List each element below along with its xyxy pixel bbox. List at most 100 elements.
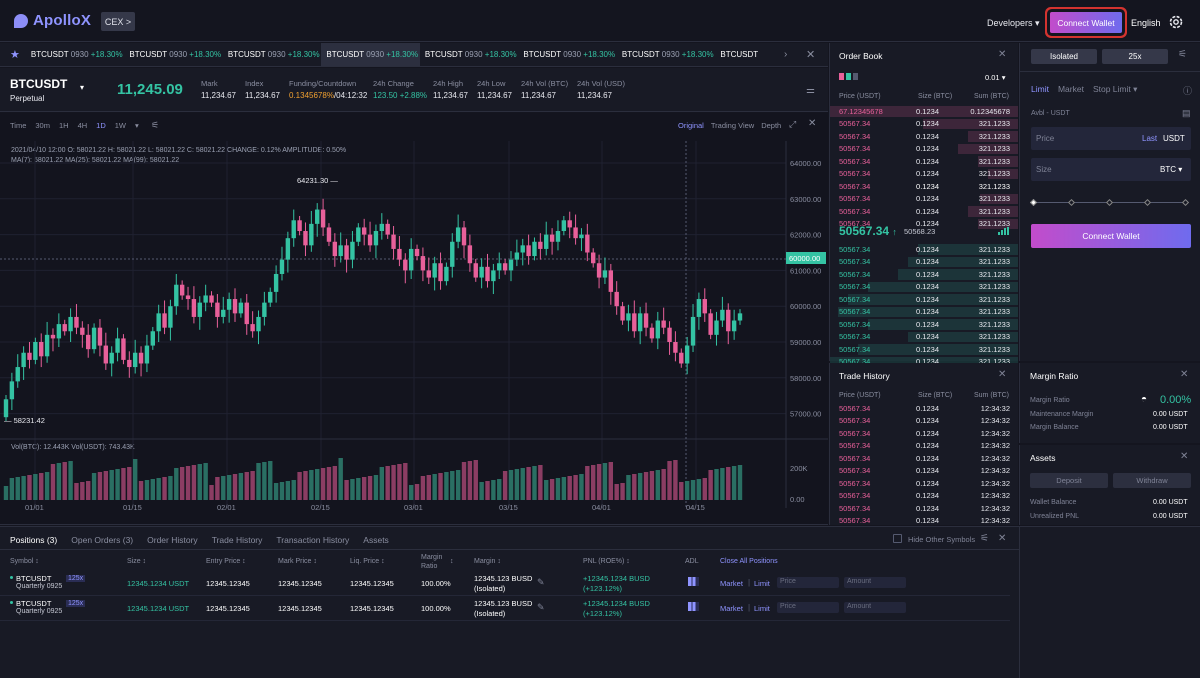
book-view-toggle[interactable] xyxy=(839,73,858,80)
col-mark-price[interactable]: Mark Price ↕ xyxy=(278,558,317,565)
order-book-row[interactable]: 50567.34 0.1234 321.1233 xyxy=(830,180,1018,193)
order-book-row[interactable]: 67.12345678 0.1234 0.12345678 xyxy=(830,105,1018,118)
slider-step[interactable] xyxy=(1067,198,1076,207)
tab-stop-limit[interactable]: Stop Limit ▾ xyxy=(1092,84,1138,94)
order-book-row[interactable]: 50567.34 0.1234 321.1233 xyxy=(830,243,1018,256)
interval-1h[interactable]: 1H xyxy=(58,121,69,130)
close-icon[interactable]: ✕ xyxy=(806,49,816,61)
chevron-right-icon[interactable]: › xyxy=(784,49,788,60)
price-input[interactable]: Price Last USDT xyxy=(1031,127,1191,150)
view-depth[interactable]: Depth xyxy=(761,121,782,130)
slider-step[interactable] xyxy=(1105,198,1114,207)
ticker-item[interactable]: BTCUSDT 0930 +18.30% xyxy=(124,43,223,66)
size-input[interactable]: Size BTC ▾ xyxy=(1031,158,1191,181)
interval-1w[interactable]: 1W xyxy=(114,121,127,130)
close-price-input[interactable]: Price xyxy=(777,577,839,588)
order-book-row[interactable]: 50567.34 0.1234 321.1233 xyxy=(830,218,1018,231)
close-icon[interactable]: ✕ xyxy=(998,533,1007,544)
market-close-button[interactable]: Market xyxy=(720,604,743,613)
close-price-input[interactable]: Price xyxy=(777,602,839,613)
order-book-row[interactable]: 50567.34 0.1234 321.1233 xyxy=(830,281,1018,294)
calculator-settings-icon[interactable]: ⚟ xyxy=(1178,49,1187,60)
positions-tab[interactable]: Assets xyxy=(363,535,389,545)
ticker-item[interactable]: BTCUSDT 0930 +18.30% xyxy=(518,43,617,66)
col-liq-price[interactable]: Liq. Price ↕ xyxy=(350,558,385,565)
limit-close-button[interactable]: Limit xyxy=(754,579,770,588)
positions-tab[interactable]: Trade History xyxy=(211,535,263,545)
interval-4h[interactable]: 4H xyxy=(77,121,88,130)
symbol-title[interactable]: BTCUSDT xyxy=(10,77,68,91)
ticker-item[interactable]: BTCUSDT 0930 +18.30% xyxy=(26,43,125,66)
connect-wallet-primary-button[interactable]: Connect Wallet xyxy=(1031,224,1191,248)
order-book-row[interactable]: 50567.34 0.1234 321.1233 xyxy=(830,256,1018,269)
order-book-row[interactable]: 50567.34 0.1234 321.1233 xyxy=(830,343,1018,356)
logo[interactable]: ApolloX xyxy=(14,12,91,29)
order-book-row[interactable]: 50567.34 0.1234 321.1233 xyxy=(830,143,1018,156)
developers-menu[interactable]: Developers ▾ xyxy=(987,18,1040,29)
filter-icon[interactable]: ⚟ xyxy=(980,533,989,544)
margin-mode-button[interactable]: Isolated xyxy=(1031,49,1097,64)
edit-margin-icon[interactable]: ✎ xyxy=(537,577,545,587)
settings-gear-icon[interactable] xyxy=(1168,14,1184,30)
deposit-button[interactable]: Deposit xyxy=(1030,473,1108,488)
close-amount-input[interactable]: Amount xyxy=(844,602,906,613)
interval-dropdown-icon[interactable]: ▾ xyxy=(135,121,139,130)
interval-1d[interactable]: 1D xyxy=(96,121,106,130)
order-book-row[interactable]: 50567.34 0.1234 321.1233 xyxy=(830,118,1018,131)
fullscreen-icon[interactable]: ⤢ xyxy=(789,119,797,129)
order-book-row[interactable]: 50567.34 0.1234 321.1233 xyxy=(830,155,1018,168)
position-symbol[interactable]: BTCUSDT xyxy=(16,599,52,608)
cex-button[interactable]: CEX > xyxy=(101,12,135,31)
order-book-row[interactable]: 50567.34 0.1234 321.1233 xyxy=(830,130,1018,143)
edit-margin-icon[interactable]: ✎ xyxy=(537,602,545,612)
wallet-icon[interactable]: ▤ xyxy=(1182,108,1191,118)
precision-select[interactable]: 0.01 ▾ xyxy=(985,73,1006,82)
close-amount-input[interactable]: Amount xyxy=(844,577,906,588)
favorite-star-icon[interactable]: ★ xyxy=(10,49,20,61)
close-icon[interactable]: ✕ xyxy=(1180,451,1189,462)
sort-icon[interactable]: ↕ xyxy=(450,558,454,565)
language-selector[interactable]: English xyxy=(1131,18,1161,28)
col-pnl[interactable]: PNL (ROE%) ↕ xyxy=(583,558,630,565)
positions-tab[interactable]: Order History xyxy=(147,535,198,545)
order-book-row[interactable]: 50567.34 0.1234 321.1233 xyxy=(830,268,1018,281)
ticker-item[interactable]: BTCUSDT 0930 +18.30% xyxy=(617,43,716,66)
position-symbol[interactable]: BTCUSDT xyxy=(16,574,52,583)
close-icon[interactable]: ✕ xyxy=(998,369,1007,380)
order-book-row[interactable]: 50567.34 0.1234 321.1233 xyxy=(830,356,1018,369)
leverage-button[interactable]: 25x xyxy=(1102,49,1168,64)
ticker-item[interactable]: BTCUSDT xyxy=(715,43,814,66)
limit-close-button[interactable]: Limit xyxy=(754,604,770,613)
tab-limit[interactable]: Limit xyxy=(1031,84,1049,94)
tab-market[interactable]: Market xyxy=(1057,84,1084,94)
close-icon[interactable]: ✕ xyxy=(808,118,817,129)
symbol-dropdown-icon[interactable]: ▾ xyxy=(80,83,85,92)
col-size[interactable]: Size ↕ xyxy=(127,558,147,565)
ticker-item[interactable]: BTCUSDT 0930 +18.30% xyxy=(420,43,519,66)
positions-tab[interactable]: Transaction History xyxy=(276,535,350,545)
slider-step[interactable] xyxy=(1181,198,1190,207)
last-price-link[interactable]: Last xyxy=(1142,134,1158,143)
interval-time[interactable]: Time xyxy=(10,121,27,130)
slider-step[interactable] xyxy=(1143,198,1152,207)
col-symbol[interactable]: Symbol ↕ xyxy=(10,558,39,565)
indicator-settings-icon[interactable]: ⚟ xyxy=(151,120,160,130)
order-book-row[interactable]: 50567.34 0.1234 321.1233 xyxy=(830,293,1018,306)
info-icon[interactable]: ⓘ xyxy=(1183,86,1193,96)
positions-tab[interactable]: Open Orders (3) xyxy=(71,535,134,545)
order-book-row[interactable]: 50567.34 0.1234 321.1233 xyxy=(830,168,1018,181)
withdraw-button[interactable]: Withdraw xyxy=(1113,473,1191,488)
hide-other-checkbox[interactable] xyxy=(893,534,902,543)
slider-step[interactable] xyxy=(1029,198,1038,207)
size-unit-select[interactable]: BTC ▾ xyxy=(1160,165,1183,174)
filter-icon[interactable]: ⚌ xyxy=(806,85,815,96)
positions-tab[interactable]: Positions (3) xyxy=(10,535,58,545)
order-book-row[interactable]: 50567.34 0.1234 321.1233 xyxy=(830,193,1018,206)
col-margin[interactable]: Margin ↕ xyxy=(474,558,501,565)
view-trading-view[interactable]: Trading View xyxy=(710,121,755,130)
ticker-item[interactable]: BTCUSDT 0930 +18.30% xyxy=(223,43,322,66)
market-close-button[interactable]: Market xyxy=(720,579,743,588)
order-book-row[interactable]: 50567.34 0.1234 321.1233 xyxy=(830,306,1018,319)
order-book-row[interactable]: 50567.34 0.1234 321.1233 xyxy=(830,331,1018,344)
order-book-row[interactable]: 50567.34 0.1234 321.1233 xyxy=(830,205,1018,218)
